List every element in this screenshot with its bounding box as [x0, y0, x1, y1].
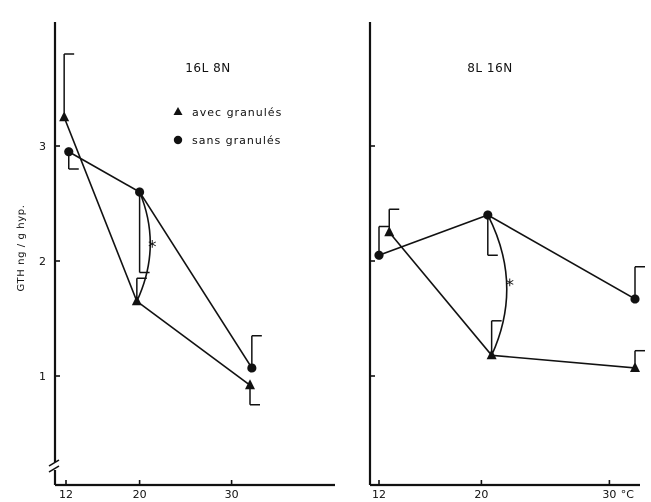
axis-break-mark — [48, 465, 60, 473]
significance-asterisk: * — [505, 276, 514, 296]
x-tick-label: 12 — [372, 488, 386, 501]
x-tick-label: 20 — [133, 488, 147, 501]
axis-break-mark — [48, 459, 60, 467]
legend-label-avec-granules: avec granulés — [192, 106, 282, 119]
panel-title: 16L 8N — [185, 61, 230, 75]
series-line-sans-granules — [68, 151, 253, 369]
y-tick-label: 2 — [39, 255, 46, 268]
data-point-avec-granules — [245, 379, 255, 390]
x-tick-label: 30 — [225, 488, 239, 501]
legend-label-sans-granules: sans granulés — [192, 134, 281, 147]
panel-title: 8L 16N — [467, 61, 512, 75]
data-point-sans-granules — [374, 250, 384, 260]
legend: avec granulés sans granulés — [173, 106, 282, 147]
data-point-sans-granules — [247, 363, 257, 373]
data-point-avec-granules — [59, 111, 70, 122]
x-axis-unit: °C — [621, 488, 635, 501]
data-point-avec-granules — [630, 361, 640, 372]
y-axis-label: GTH ng / g hyp. — [16, 205, 27, 292]
series-line-avec-granules — [63, 116, 251, 386]
panel-2: 12 20 30 °C 8L 16N * — [368, 22, 645, 501]
data-point-sans-granules — [630, 294, 640, 304]
significance-arc — [136, 191, 152, 302]
x-tick-label: 20 — [474, 488, 488, 501]
legend-marker-avec-granules — [173, 107, 183, 115]
data-point-avec-granules — [384, 226, 395, 237]
y-tick-label: 1 — [39, 370, 46, 383]
x-tick-label: 12 — [59, 488, 73, 501]
significance-asterisk: * — [148, 238, 157, 258]
x-tick-label: 30 — [602, 488, 616, 501]
y-tick-label: 3 — [39, 140, 46, 153]
significance-arc — [487, 214, 508, 356]
legend-marker-sans-granules — [173, 135, 183, 145]
series-line-avec-granules — [388, 231, 636, 369]
data-point-sans-granules — [64, 147, 74, 157]
